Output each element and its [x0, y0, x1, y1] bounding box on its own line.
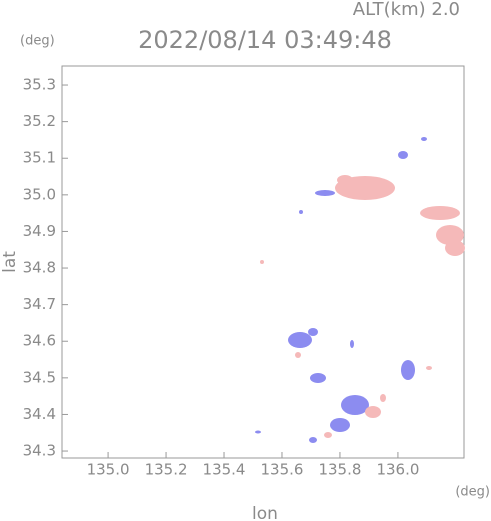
x-tick-label: 135.0: [87, 461, 130, 479]
y-tick-label: 35.2: [23, 112, 56, 130]
y-tick-label: 34.6: [23, 332, 56, 350]
y-axis-label: lat: [0, 251, 20, 273]
y-tick-label: 34.9: [23, 222, 56, 240]
y-tick-label: 34.3: [23, 442, 56, 460]
y-tick-label: 35.1: [23, 149, 56, 167]
x-tick-label: 135.8: [318, 461, 361, 479]
y-tick-label: 34.7: [23, 295, 56, 313]
y-tick-label: 35.3: [23, 76, 56, 94]
y-tick-label: 35.0: [23, 185, 56, 203]
chart-title: 2022/08/14 03:49:48: [138, 26, 392, 54]
x-axis-label: lon: [252, 504, 278, 521]
plot-frame: [61, 65, 465, 459]
y-tick-label: 34.4: [23, 405, 56, 423]
x-tick-label: 135.4: [203, 461, 246, 479]
y-tick-label: 34.5: [23, 368, 56, 386]
x-unit: (deg): [455, 485, 490, 500]
x-tick-label: 135.2: [145, 461, 188, 479]
y-tick-label: 34.8: [23, 259, 56, 277]
annotation: ALT(km) 2.0: [353, 0, 460, 20]
radar-echoes: [255, 137, 465, 443]
x-tick-label: 136.0: [376, 461, 419, 479]
x-tick-label: 135.6: [261, 461, 304, 479]
y-unit: (deg): [20, 34, 55, 49]
